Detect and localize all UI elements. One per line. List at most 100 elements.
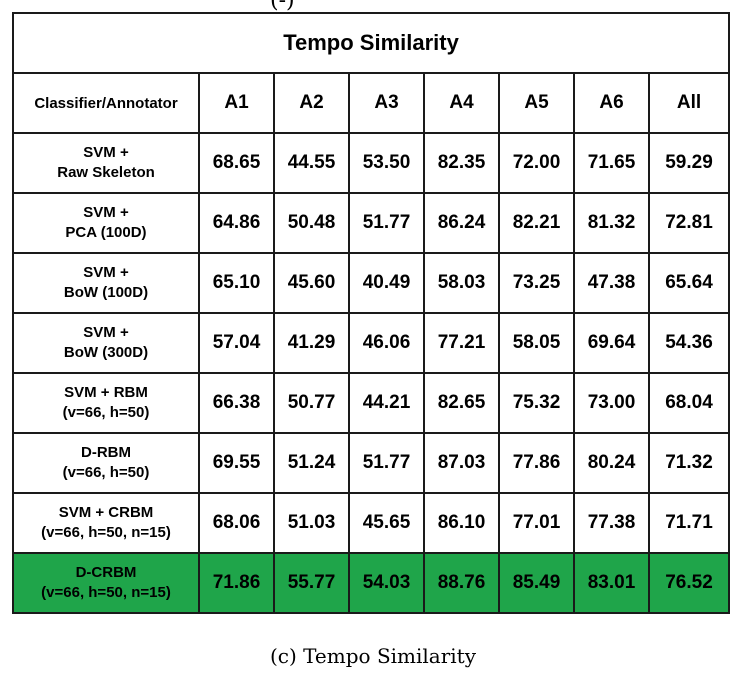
table-cell: 68.06 xyxy=(198,492,275,554)
table-cell: 51.77 xyxy=(348,192,425,254)
results-table: Tempo Similarity Classifier/Annotator A1 A… xyxy=(11,12,731,614)
table-cell: 71.32 xyxy=(647,432,731,494)
row-label-line: SVM + RBM xyxy=(64,384,148,401)
row-label-line: SVM + xyxy=(83,264,129,281)
column-header-a2: A2 xyxy=(273,72,350,134)
table-cell: 82.35 xyxy=(423,132,500,194)
table-cell: 85.49 xyxy=(498,552,575,614)
table-cell: 59.29 xyxy=(647,132,731,194)
table-row: SVM + PCA (100D) 64.86 50.48 51.77 86.24 82.21… xyxy=(12,192,731,254)
table-cell: 77.21 xyxy=(423,312,500,374)
column-header-a3: A3 xyxy=(348,72,425,134)
row-label-line: (v=66, h=50, n=15) xyxy=(41,524,171,541)
table-cell: 58.03 xyxy=(423,252,500,314)
table-cell: 76.52 xyxy=(647,552,731,614)
table-row: SVM + Raw Skeleton 68.65 44.55 53.50 82.35 72.… xyxy=(12,132,731,194)
table-row: SVM + RBM (v=66, h=50) 66.38 50.77 44.21 82.6… xyxy=(12,372,731,434)
table-cell: 77.38 xyxy=(573,492,650,554)
table-cell: 71.86 xyxy=(198,552,275,614)
column-header-a5: A5 xyxy=(498,72,575,134)
table-cell: 72.00 xyxy=(498,132,575,194)
row-label-line: (v=66, h=50) xyxy=(62,404,150,421)
row-label: SVM + BoW (300D) xyxy=(12,312,200,374)
table-cell: 86.24 xyxy=(423,192,500,254)
table-cell: 68.04 xyxy=(647,372,731,434)
row-label: D-CRBM (v=66, h=50, n=15) xyxy=(12,552,200,614)
table-cell: 51.77 xyxy=(348,432,425,494)
column-header-all: All xyxy=(647,72,731,134)
row-label-line: D-RBM xyxy=(81,444,131,461)
row-label: SVM + RBM (v=66, h=50) xyxy=(12,372,200,434)
table-cell: 69.55 xyxy=(198,432,275,494)
table-title: Tempo Similarity xyxy=(11,12,731,74)
row-label-line: SVM + xyxy=(83,144,129,161)
table-cell: 77.01 xyxy=(498,492,575,554)
table-cell: 45.60 xyxy=(273,252,350,314)
row-label-line: PCA (100D) xyxy=(65,224,147,241)
table-cell: 65.64 xyxy=(647,252,731,314)
table-row: D-RBM (v=66, h=50) 69.55 51.24 51.77 87.03 77.… xyxy=(12,432,731,494)
table-cell: 66.38 xyxy=(198,372,275,434)
row-label-line: (v=66, h=50) xyxy=(62,464,150,481)
previous-caption-fragment: (-) xyxy=(270,0,295,13)
table-cell: 41.29 xyxy=(273,312,350,374)
table-cell: 71.65 xyxy=(573,132,650,194)
table-cell: 69.64 xyxy=(573,312,650,374)
table-row-best: D-CRBM (v=66, h=50, n=15) 71.86 55.77 54.03 8… xyxy=(12,552,731,614)
column-header-a1: A1 xyxy=(198,72,275,134)
row-label: D-RBM (v=66, h=50) xyxy=(12,432,200,494)
table-cell: 54.03 xyxy=(348,552,425,614)
table-cell: 75.32 xyxy=(498,372,575,434)
row-label: SVM + BoW (100D) xyxy=(12,252,200,314)
table-cell: 46.06 xyxy=(348,312,425,374)
table-header-row: Classifier/Annotator A1 A2 A3 A4 A5 A6 All xyxy=(12,72,731,134)
table-cell: 71.71 xyxy=(647,492,731,554)
table-cell: 73.25 xyxy=(498,252,575,314)
row-label-line: D-CRBM xyxy=(75,564,137,581)
table-cell: 68.65 xyxy=(198,132,275,194)
figure-caption: (c) Tempo Similarity xyxy=(269,644,477,668)
table-cell: 44.21 xyxy=(348,372,425,434)
table-cell: 65.10 xyxy=(198,252,275,314)
row-label-line: SVM + xyxy=(83,204,129,221)
row-label-line: SVM + xyxy=(83,324,129,341)
row-label-line: BoW (300D) xyxy=(63,344,149,361)
table-cell: 83.01 xyxy=(573,552,650,614)
table-body: SVM + Raw Skeleton 68.65 44.55 53.50 82.35 72.… xyxy=(12,132,731,614)
row-label-line: SVM + CRBM xyxy=(58,504,154,521)
table-cell: 64.86 xyxy=(198,192,275,254)
table-cell: 51.03 xyxy=(273,492,350,554)
table-cell: 54.36 xyxy=(647,312,731,374)
table-cell: 45.65 xyxy=(348,492,425,554)
table-cell: 77.86 xyxy=(498,432,575,494)
row-label-line: BoW (100D) xyxy=(63,284,149,301)
table-cell: 53.50 xyxy=(348,132,425,194)
table-cell: 50.77 xyxy=(273,372,350,434)
column-header-a4: A4 xyxy=(423,72,500,134)
table-cell: 40.49 xyxy=(348,252,425,314)
table-cell: 51.24 xyxy=(273,432,350,494)
table-cell: 73.00 xyxy=(573,372,650,434)
table-cell: 87.03 xyxy=(423,432,500,494)
table-cell: 80.24 xyxy=(573,432,650,494)
table-row: SVM + CRBM (v=66, h=50, n=15) 68.06 51.03 45… xyxy=(12,492,731,554)
table-cell: 72.81 xyxy=(647,192,731,254)
table-cell: 82.21 xyxy=(498,192,575,254)
row-label-line: Raw Skeleton xyxy=(57,164,155,181)
table-cell: 58.05 xyxy=(498,312,575,374)
table-cell: 81.32 xyxy=(573,192,650,254)
table-row: SVM + BoW (100D) 65.10 45.60 40.49 58.03 73.25… xyxy=(12,252,731,314)
table-cell: 88.76 xyxy=(423,552,500,614)
table-cell: 82.65 xyxy=(423,372,500,434)
column-header-a6: A6 xyxy=(573,72,650,134)
row-label: SVM + PCA (100D) xyxy=(12,192,200,254)
row-label: SVM + CRBM (v=66, h=50, n=15) xyxy=(12,492,200,554)
row-label: SVM + Raw Skeleton xyxy=(12,132,200,194)
table-cell: 55.77 xyxy=(273,552,350,614)
table-cell: 44.55 xyxy=(273,132,350,194)
table-cell: 47.38 xyxy=(573,252,650,314)
table-cell: 86.10 xyxy=(423,492,500,554)
column-header-classifier: Classifier/Annotator xyxy=(12,72,200,134)
table-row: SVM + BoW (300D) 57.04 41.29 46.06 77.21 58.05… xyxy=(12,312,731,374)
row-label-line: (v=66, h=50, n=15) xyxy=(41,584,171,601)
